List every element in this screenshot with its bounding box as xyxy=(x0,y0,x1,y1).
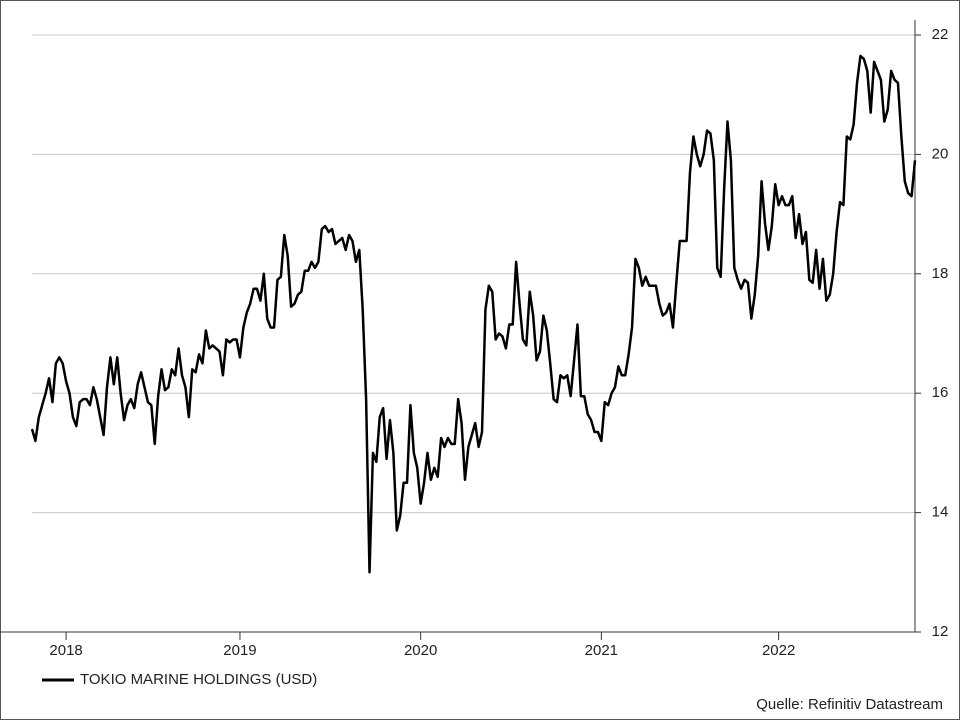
x-tick-label: 2021 xyxy=(585,642,618,659)
y-tick-label: 16 xyxy=(932,384,949,401)
legend-label: TOKIO MARINE HOLDINGS (USD) xyxy=(80,671,317,688)
x-tick-label: 2022 xyxy=(762,642,795,659)
x-tick-label: 2020 xyxy=(404,642,437,659)
x-tick-label: 2019 xyxy=(223,642,256,659)
source-note: Quelle: Refinitiv Datastream xyxy=(756,696,943,713)
y-tick-label: 12 xyxy=(932,623,949,640)
y-tick-label: 14 xyxy=(932,504,949,521)
series-line xyxy=(30,54,917,574)
x-tick-label: 2018 xyxy=(49,642,82,659)
y-tick-label: 22 xyxy=(932,26,949,43)
y-tick-label: 18 xyxy=(932,265,949,282)
y-tick-label: 20 xyxy=(932,145,949,162)
